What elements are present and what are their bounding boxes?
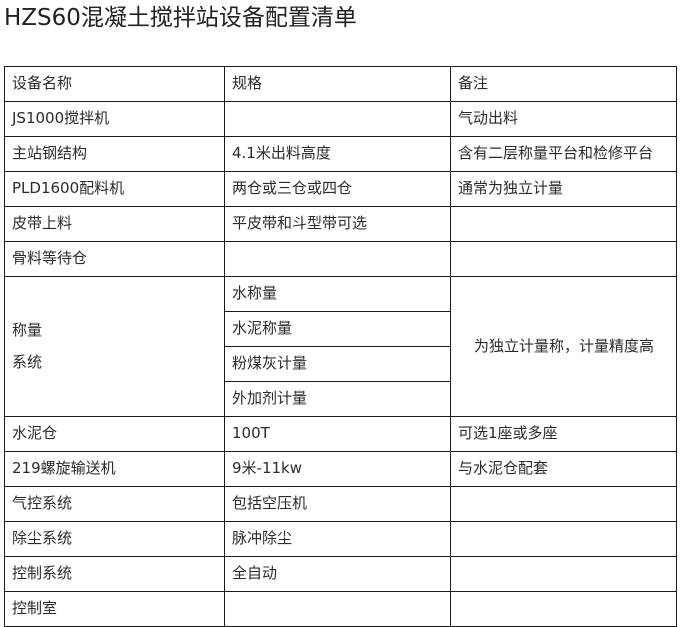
cell-specification: 粉煤灰计量: [224, 346, 451, 382]
cell-equipment-name: PLD1600配料机: [4, 171, 225, 207]
cell-specification: 两仓或三仓或四仓: [224, 171, 451, 207]
cell-specification: [224, 241, 451, 277]
cell-specification: 包括空压机: [224, 486, 451, 522]
cell-equipment-name: JS1000搅拌机: [4, 101, 225, 137]
cell-remark: [450, 206, 677, 242]
cell-specification: 水泥称量: [224, 311, 451, 347]
table-row: 控制室: [4, 591, 677, 627]
table-row: 主站钢结构 4.1米出料高度 含有二层称量平台和检修平台: [4, 136, 677, 172]
cell-specification: 全自动: [224, 556, 451, 592]
table-row-weighing-system: 称量 系统 水称量 为独立计量称，计量精度高: [4, 276, 677, 417]
cell-equipment-name: 水泥仓: [4, 416, 225, 452]
table-row: 气控系统 包括空压机: [4, 486, 677, 522]
weighing-system-name-line-2: 系统: [12, 352, 43, 371]
cell-remark: [450, 241, 677, 277]
cell-remark: [450, 521, 677, 557]
cell-remark: 可选1座或多座: [450, 416, 677, 452]
cell-specification: 平皮带和斗型带可选: [224, 206, 451, 242]
column-header-remark: 备注: [450, 66, 677, 102]
page-root: HZS60混凝土搅拌站设备配置清单 设备名称 规格 备注 JS1000搅拌机 气…: [4, 5, 677, 627]
cell-remark: 通常为独立计量: [450, 171, 677, 207]
cell-equipment-name: 219螺旋输送机: [4, 451, 225, 487]
cell-equipment-name: 骨料等待仓: [4, 241, 225, 277]
cell-remark: 与水泥仓配套: [450, 451, 677, 487]
table-row-weighing-system: 水泥称量: [5, 311, 677, 347]
table-row: 控制系统 全自动: [4, 556, 677, 592]
cell-specification: 外加剂计量: [224, 381, 451, 417]
page-title: HZS60混凝土搅拌站设备配置清单: [4, 5, 357, 31]
cell-equipment-name: 气控系统: [4, 486, 225, 522]
cell-specification: 4.1米出料高度: [224, 136, 451, 172]
cell-specification: 100T: [224, 416, 451, 452]
cell-equipment-name: 皮带上料: [4, 206, 225, 242]
cell-specification: 水称量: [224, 276, 451, 312]
cell-remark: [450, 591, 677, 627]
table-row: PLD1600配料机 两仓或三仓或四仓 通常为独立计量: [4, 171, 677, 207]
cell-specification: [224, 101, 451, 137]
weighing-system-name-line-1: 称量: [12, 320, 43, 339]
table-header-row: 设备名称 规格 备注: [4, 66, 677, 102]
cell-equipment-name-weighing-system: 称量 系统: [4, 276, 225, 417]
table-row: 皮带上料 平皮带和斗型带可选: [4, 206, 677, 242]
cell-equipment-name: 除尘系统: [4, 521, 225, 557]
table-row: 骨料等待仓: [4, 241, 677, 277]
cell-remark: [450, 486, 677, 522]
equipment-configuration-table: 设备名称 规格 备注 JS1000搅拌机 气动出料 主站钢结构 4.1米出料高度…: [4, 66, 677, 627]
cell-equipment-name: 控制室: [4, 591, 225, 627]
table-row: 水泥仓 100T 可选1座或多座: [4, 416, 677, 452]
cell-remark: [450, 556, 677, 592]
cell-equipment-name: 控制系统: [4, 556, 225, 592]
cell-specification: 脉冲除尘: [224, 521, 451, 557]
cell-specification: [224, 591, 451, 627]
cell-remark-weighing-system: 为独立计量称，计量精度高: [450, 276, 677, 417]
table-row-weighing-system: 粉煤灰计量: [5, 346, 677, 382]
table-row: JS1000搅拌机 气动出料: [4, 101, 677, 137]
table-row: 219螺旋输送机 9米-11kw 与水泥仓配套: [4, 451, 677, 487]
cell-remark: 含有二层称量平台和检修平台: [450, 136, 677, 172]
cell-equipment-name: 主站钢结构: [4, 136, 225, 172]
table-row: 除尘系统 脉冲除尘: [4, 521, 677, 557]
cell-remark: 气动出料: [450, 101, 677, 137]
column-header-equipment-name: 设备名称: [4, 66, 225, 102]
column-header-specification: 规格: [224, 66, 451, 102]
cell-specification: 9米-11kw: [224, 451, 451, 487]
